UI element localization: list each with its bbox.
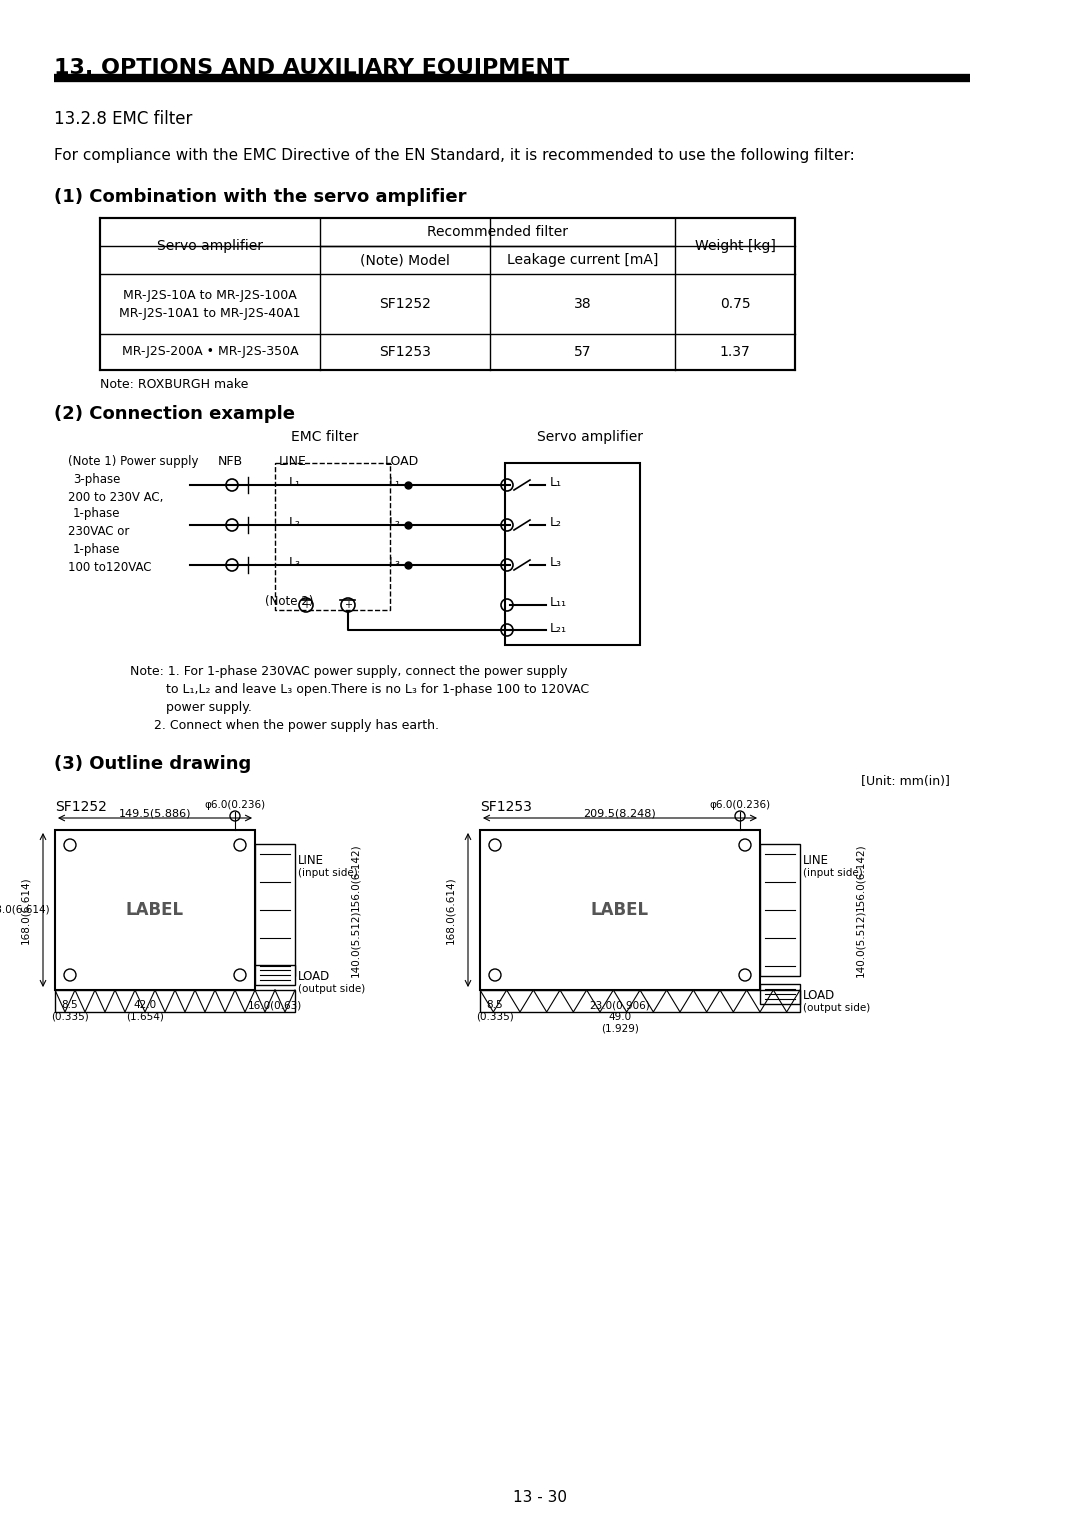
Text: EMC filter: EMC filter — [292, 429, 359, 445]
Text: 0.75: 0.75 — [719, 296, 751, 312]
Text: Recommended filter: Recommended filter — [427, 225, 568, 238]
Text: [Unit: mm(in)]: [Unit: mm(in)] — [861, 775, 950, 788]
Text: (Note 1) Power supply: (Note 1) Power supply — [68, 455, 199, 468]
Text: Servo amplifier: Servo amplifier — [537, 429, 643, 445]
Bar — [505, 463, 640, 645]
Text: L₃: L₃ — [550, 556, 562, 570]
Text: +: + — [345, 601, 352, 610]
Text: Weight [kg]: Weight [kg] — [694, 238, 775, 254]
Text: L₁: L₁ — [550, 477, 562, 489]
Text: NFB: NFB — [217, 455, 243, 468]
Text: L₂: L₂ — [550, 516, 562, 530]
Text: Servo amplifier: Servo amplifier — [157, 238, 264, 254]
Text: MR-J2S-200A • MR-J2S-350A: MR-J2S-200A • MR-J2S-350A — [122, 345, 298, 359]
Text: LOAD: LOAD — [298, 970, 330, 983]
Text: φ6.0(0.236): φ6.0(0.236) — [204, 801, 266, 810]
Bar — [760, 984, 800, 1004]
Text: (output side): (output side) — [804, 1002, 870, 1013]
Text: 230VAC or: 230VAC or — [68, 526, 130, 538]
Bar — [480, 830, 760, 990]
Text: 1-phase: 1-phase — [73, 542, 121, 556]
Text: φ6.0(0.236): φ6.0(0.236) — [710, 801, 770, 810]
Text: 100 to120VAC: 100 to120VAC — [68, 561, 151, 575]
Text: L₂: L₂ — [389, 516, 401, 530]
Text: LABEL: LABEL — [126, 902, 184, 918]
Text: MR-J2S-10A to MR-J2S-100A: MR-J2S-10A to MR-J2S-100A — [123, 289, 297, 303]
Text: 168.0(6.614): 168.0(6.614) — [21, 876, 30, 944]
Text: 3-phase: 3-phase — [73, 474, 120, 486]
Text: (output side): (output side) — [298, 984, 365, 995]
Text: 209.5(8.248): 209.5(8.248) — [583, 808, 657, 817]
Text: LABEL: LABEL — [591, 902, 649, 918]
Text: L₁: L₁ — [389, 477, 401, 489]
Text: SF1253: SF1253 — [480, 801, 531, 814]
Text: 13 - 30: 13 - 30 — [513, 1490, 567, 1505]
Text: (1) Combination with the servo amplifier: (1) Combination with the servo amplifier — [54, 188, 467, 206]
Bar — [255, 966, 295, 986]
Text: 13. OPTIONS AND AUXILIARY EQUIPMENT: 13. OPTIONS AND AUXILIARY EQUIPMENT — [54, 58, 569, 78]
Text: L₂: L₂ — [289, 516, 301, 530]
Text: L₃: L₃ — [289, 556, 301, 570]
Text: 1.37: 1.37 — [719, 345, 751, 359]
Text: 140.0(5.512): 140.0(5.512) — [350, 909, 360, 976]
Text: LINE: LINE — [298, 854, 324, 868]
Text: 156.0(6.142): 156.0(6.142) — [855, 843, 865, 911]
Text: 16.0(0.63): 16.0(0.63) — [248, 999, 302, 1010]
Text: +: + — [302, 601, 310, 610]
Text: L₂₁: L₂₁ — [550, 622, 567, 634]
Text: 23.0(0.906)
49.0
(1.929): 23.0(0.906) 49.0 (1.929) — [590, 999, 650, 1033]
Text: L₁: L₁ — [289, 477, 301, 489]
Text: 140.0(5.512): 140.0(5.512) — [855, 909, 865, 976]
Text: LOAD: LOAD — [804, 989, 835, 1001]
Text: 42.0
(1.654): 42.0 (1.654) — [126, 999, 164, 1022]
Text: LOAD: LOAD — [384, 455, 419, 468]
Text: (input side): (input side) — [804, 868, 863, 879]
Text: 168.0(6.614): 168.0(6.614) — [0, 905, 51, 915]
Bar — [480, 990, 800, 1012]
Text: 57: 57 — [573, 345, 591, 359]
Bar — [760, 845, 800, 975]
Bar — [255, 845, 295, 975]
Text: (Note 2): (Note 2) — [265, 594, 313, 608]
Bar — [55, 830, 255, 990]
Text: 38: 38 — [573, 296, 592, 312]
Text: For compliance with the EMC Directive of the EN Standard, it is recommended to u: For compliance with the EMC Directive of… — [54, 148, 854, 163]
Text: MR-J2S-10A1 to MR-J2S-40A1: MR-J2S-10A1 to MR-J2S-40A1 — [119, 307, 300, 321]
Text: (input side): (input side) — [298, 868, 357, 879]
Text: 168.0(6.614): 168.0(6.614) — [445, 876, 455, 944]
Text: (Note) Model: (Note) Model — [360, 254, 450, 267]
Text: 200 to 230V AC,: 200 to 230V AC, — [68, 490, 163, 504]
Text: 8.5
(0.335): 8.5 (0.335) — [51, 999, 89, 1022]
Bar — [100, 219, 795, 370]
Text: LINE: LINE — [279, 455, 307, 468]
Text: 2. Connect when the power supply has earth.: 2. Connect when the power supply has ear… — [130, 720, 438, 732]
Text: 13.2.8 EMC filter: 13.2.8 EMC filter — [54, 110, 192, 128]
Text: L₃: L₃ — [389, 556, 401, 570]
Text: L₁₁: L₁₁ — [550, 596, 567, 610]
Text: (3) Outline drawing: (3) Outline drawing — [54, 755, 252, 773]
Bar — [55, 990, 295, 1012]
Text: SF1252: SF1252 — [55, 801, 107, 814]
Text: Note: ROXBURGH make: Note: ROXBURGH make — [100, 377, 248, 391]
Text: LINE: LINE — [804, 854, 829, 868]
Text: SF1253: SF1253 — [379, 345, 431, 359]
Text: 1-phase: 1-phase — [73, 507, 121, 520]
Text: 149.5(5.886): 149.5(5.886) — [119, 808, 191, 817]
Text: 156.0(6.142): 156.0(6.142) — [350, 843, 360, 911]
Text: SF1252: SF1252 — [379, 296, 431, 312]
Text: (2) Connection example: (2) Connection example — [54, 405, 295, 423]
Text: power supply.: power supply. — [130, 701, 252, 714]
Text: 8.5
(0.335): 8.5 (0.335) — [476, 999, 514, 1022]
Text: Note: 1. For 1-phase 230VAC power supply, connect the power supply: Note: 1. For 1-phase 230VAC power supply… — [130, 665, 567, 678]
Text: Leakage current [mA]: Leakage current [mA] — [507, 254, 658, 267]
Text: to L₁,L₂ and leave L₃ open.There is no L₃ for 1-phase 100 to 120VAC: to L₁,L₂ and leave L₃ open.There is no L… — [130, 683, 589, 695]
